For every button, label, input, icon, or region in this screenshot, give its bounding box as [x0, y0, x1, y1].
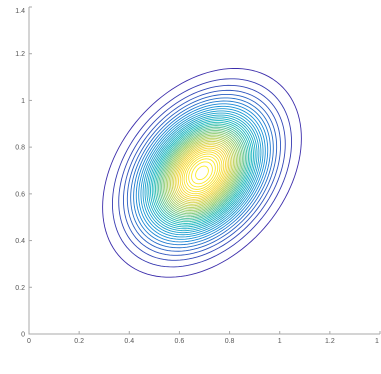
contour-line — [171, 140, 233, 205]
contour-line — [158, 126, 246, 219]
contour-line — [176, 145, 228, 200]
x-tick-label: 1 — [278, 338, 282, 345]
contour-line — [135, 103, 269, 243]
contour-line — [133, 100, 271, 246]
x-tick-label: 1 — [375, 338, 379, 345]
x-tick-label: 0.8 — [225, 338, 235, 345]
contour-line — [167, 136, 237, 210]
contour-line — [140, 108, 264, 238]
contour-line — [173, 142, 231, 204]
y-tick-label: 0 — [21, 332, 25, 339]
contour-line — [181, 151, 223, 195]
contour-line — [142, 110, 262, 236]
contour-lines — [102, 67, 302, 278]
contour-line — [146, 114, 258, 232]
contour-line — [183, 153, 221, 193]
contour-line — [150, 118, 254, 228]
contour-line — [188, 158, 216, 188]
contour-line — [151, 120, 253, 226]
contour-line — [170, 139, 234, 207]
contour-line — [130, 97, 274, 249]
contour-line — [179, 149, 225, 197]
contour-line — [156, 125, 248, 221]
contour-line — [118, 84, 286, 261]
contour-line — [164, 133, 240, 213]
y-tick-label: 1.4 — [15, 8, 25, 15]
contour-line — [191, 161, 213, 185]
x-axis: 0 0.2 0.4 0.6 0.8 1 1.2 1 — [27, 331, 381, 345]
x-tick-label: 1.2 — [325, 338, 335, 345]
contour-line — [148, 116, 256, 230]
contour-line — [185, 155, 219, 190]
contour-line — [178, 147, 226, 198]
contour-line — [138, 105, 266, 240]
y-tick-label: 0.4 — [15, 238, 25, 245]
contour-line — [174, 144, 230, 202]
x-tick-label: 0.6 — [175, 338, 185, 345]
x-tick-label: 0.2 — [74, 338, 84, 345]
y-axis: 0 0.2 0.4 0.6 0.8 1 1.2 1.4 — [15, 6, 32, 339]
contour-line — [195, 165, 209, 181]
contour-line — [162, 131, 242, 215]
contour-line — [165, 134, 239, 212]
plot-frame — [28, 7, 380, 335]
contour-line — [161, 129, 243, 216]
contour-line — [102, 67, 302, 278]
y-tick-label: 1 — [21, 98, 25, 105]
contour-line — [168, 137, 236, 208]
x-tick-label: 0 — [27, 338, 31, 345]
contour-line — [126, 93, 278, 252]
y-tick-label: 0.6 — [15, 191, 25, 198]
y-tick-label: 0.2 — [15, 285, 25, 292]
contour-line — [144, 112, 260, 234]
x-tick-label: 0.4 — [124, 338, 134, 345]
y-tick-label: 1.2 — [15, 51, 25, 58]
contour-line — [122, 89, 281, 256]
contour-line — [111, 78, 293, 268]
contour-line — [159, 128, 245, 218]
y-tick-label: 0.8 — [15, 145, 25, 152]
contour-line — [155, 123, 249, 223]
contour-line — [153, 121, 251, 224]
